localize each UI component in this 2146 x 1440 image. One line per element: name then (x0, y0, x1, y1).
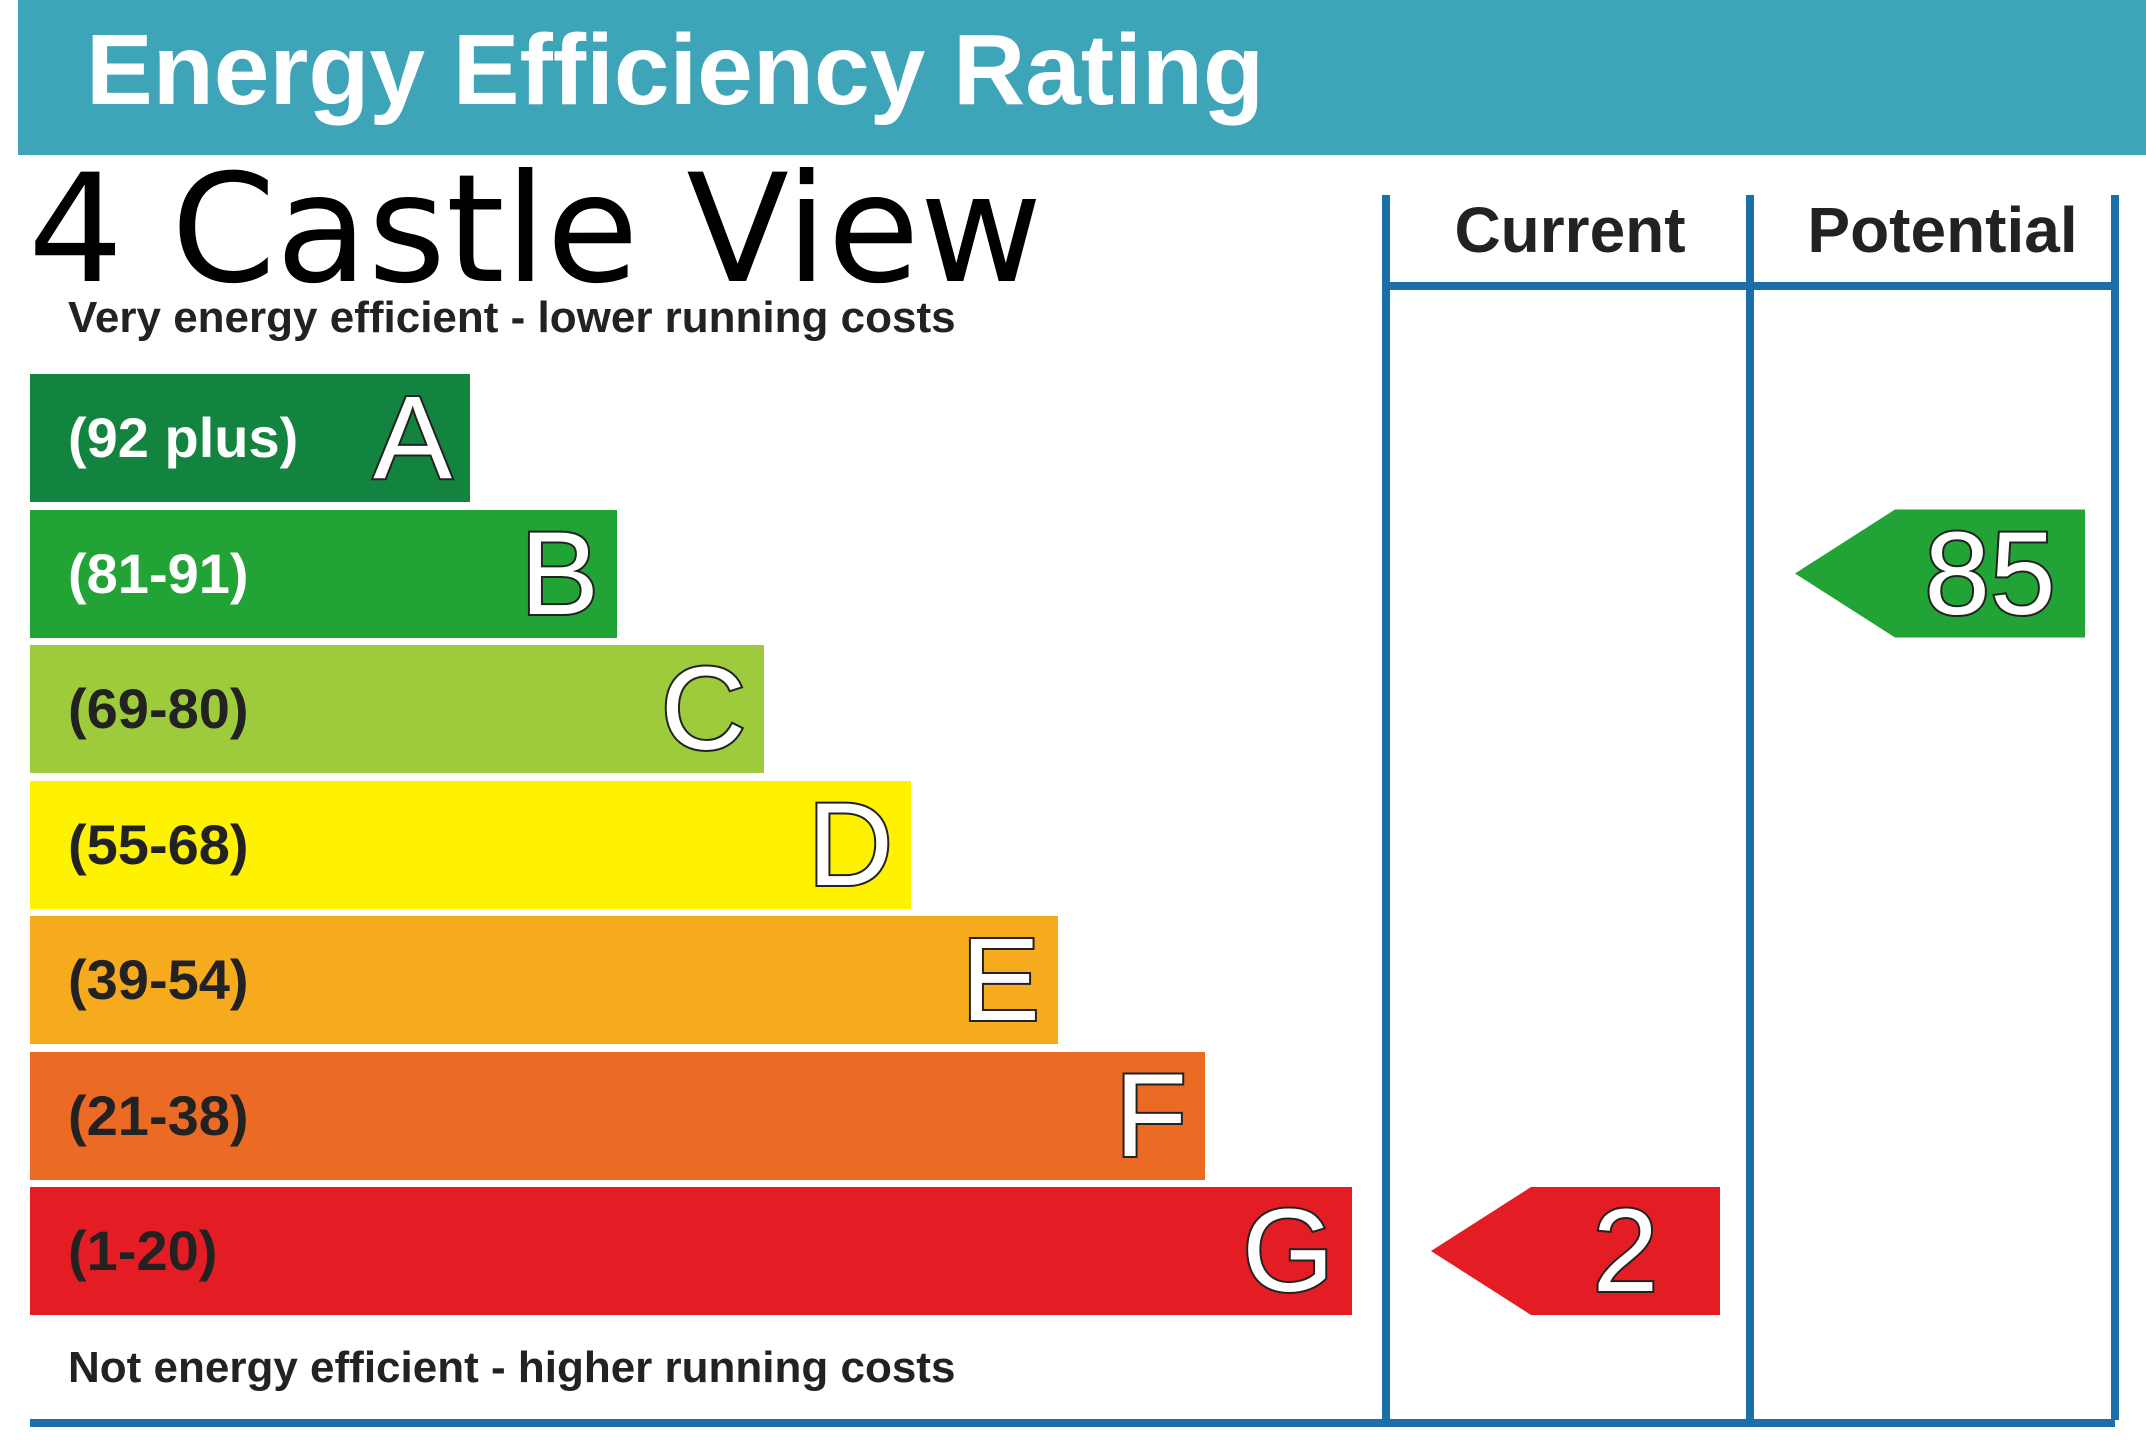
band-a: (92 plus) A (30, 372, 470, 504)
page-title: Energy Efficiency Rating (86, 14, 1265, 126)
inefficient-note: Not energy efficient - higher running co… (68, 1343, 956, 1392)
potential-rating-value: 85 (1922, 507, 2057, 640)
current-column-header: Current (1454, 194, 1686, 266)
band-range-label: (55-68) (68, 812, 249, 876)
current-rating-arrow (1431, 1187, 1720, 1315)
property-address: 4 Castle View (28, 143, 1043, 317)
band-range-label: (1-20) (68, 1219, 218, 1282)
potential-rating-arrow (1795, 509, 2085, 638)
band-letter: G (1240, 1185, 1336, 1317)
band-letter: A (371, 372, 454, 504)
band-letter: B (518, 507, 601, 640)
current-rating-value: 2 (1591, 1185, 1661, 1317)
band-letter: E (959, 914, 1042, 1046)
band-letter: C (659, 643, 748, 775)
band-c: (69-80) C (30, 643, 764, 775)
band-d: (55-68) D (30, 778, 911, 911)
band-range-label: (21-38) (68, 1083, 249, 1147)
band-g: (1-20) G (30, 1185, 1352, 1317)
band-letter: D (806, 778, 895, 911)
band-range-label: (69-80) (68, 677, 249, 740)
band-e: (39-54) E (30, 914, 1058, 1046)
band-f: (21-38) F (30, 1049, 1205, 1182)
efficient-note: Very energy efficient - lower running co… (68, 293, 956, 342)
potential-column-header: Potential (1807, 194, 2078, 266)
band-range-label: (81-91) (68, 541, 249, 605)
header-bar: Energy Efficiency Rating (18, 0, 2146, 155)
band-b: (81-91) B (30, 507, 617, 640)
band-range-label: (92 plus) (68, 406, 299, 469)
band-range-label: (39-54) (68, 948, 249, 1011)
band-letter: F (1113, 1049, 1189, 1182)
